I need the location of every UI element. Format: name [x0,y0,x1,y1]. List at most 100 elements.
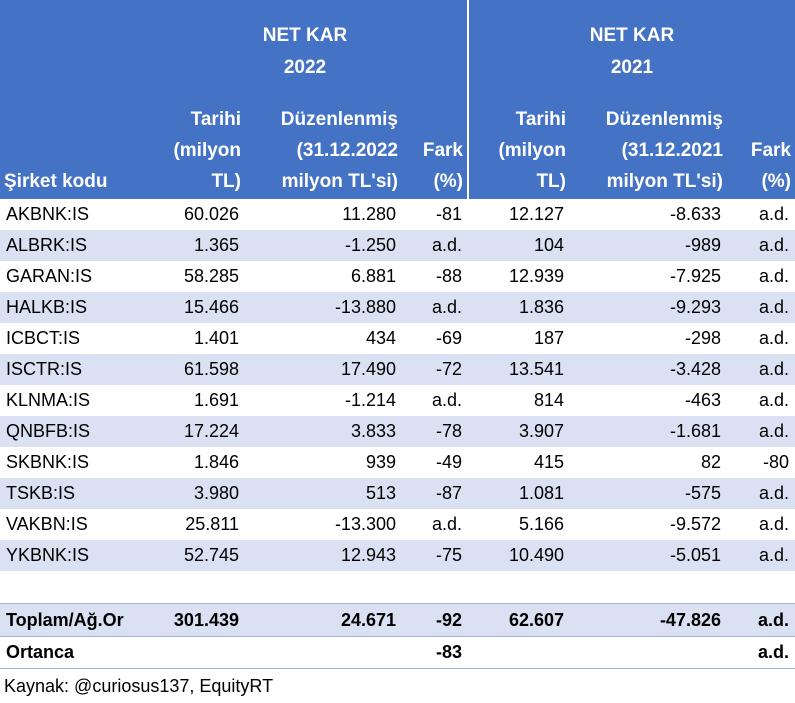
col-diff-2021-header: Fark (%) [727,104,795,199]
col-diff-2022-l1: Fark [422,140,463,161]
col-company-header: Şirket kodu [0,104,143,199]
col-hist-2022-l2: (milyon [173,140,241,161]
total-row: Toplam/Ağ.Or 301.439 24.671 -92 62.607 -… [0,603,795,637]
company-code-cell: TSKB:IS [0,478,143,509]
adj-2021-cell: -5.051 [570,540,727,571]
adj-2022-cell: -1.250 [245,230,402,261]
adj-2022-cell: -13.300 [245,509,402,540]
table-row: ICBCT:IS 1.401 434 -69 187 -298 a.d. [0,323,795,354]
adj-2022-cell: 513 [245,478,402,509]
col-hist-2022-l1: Tarihi [190,109,241,130]
diff-2021-cell: -80 [727,447,795,478]
diff-2022-cell: a.d. [402,292,468,323]
empty-row [0,571,795,604]
col-adj-2021-header: Düzenlenmiş (31.12.2021 milyon TL'si) [570,104,727,199]
company-code-cell: YKBNK:IS [0,540,143,571]
col-adj-2021-l1: Düzenlenmiş [605,109,723,130]
adj-2022-cell: 6.881 [245,261,402,292]
diff-2022-cell: -69 [402,323,468,354]
adj-2021-cell: -7.925 [570,261,727,292]
diff-2022-cell: a.d. [402,509,468,540]
adj-2022-cell: -13.880 [245,292,402,323]
company-code-cell: ALBRK:IS [0,230,143,261]
total-hist-2021: 62.607 [468,603,570,637]
adj-2021-cell: -3.428 [570,354,727,385]
group-2021-line1: NET KAR [589,25,675,46]
hist-2021-cell: 187 [468,323,570,354]
table-row: SKBNK:IS 1.846 939 -49 415 82 -80 [0,447,795,478]
table-row: YKBNK:IS 52.745 12.943 -75 10.490 -5.051 a.d. [0,540,795,571]
group-2022-line2: 2022 [283,57,327,78]
adj-2022-cell: 939 [245,447,402,478]
median-row: Ortanca -83 a.d. [0,636,795,669]
diff-2022-cell: -75 [402,540,468,571]
col-hist-2022-header: Tarihi (milyon TL) [143,104,245,199]
median-diff-2022: -83 [402,636,468,669]
table-row: AKBNK:IS 60.026 11.280 -81 12.127 -8.633 a.d. [0,199,795,230]
hist-2022-cell: 1.691 [143,385,245,416]
diff-2021-cell: a.d. [727,261,795,292]
hist-2022-cell: 1.365 [143,230,245,261]
net-profit-table: NET KAR 2022 NET KAR 2021 Şirket kodu Ta… [0,0,795,669]
hist-2022-cell: 52.745 [143,540,245,571]
hist-2021-cell: 3.907 [468,416,570,447]
total-adj-2022: 24.671 [245,603,402,637]
table-row: VAKBN:IS 25.811 -13.300 a.d. 5.166 -9.572 a.d. [0,509,795,540]
adj-2021-cell: -463 [570,385,727,416]
company-code-cell: KLNMA:IS [0,385,143,416]
col-diff-2021-l1: Fark [750,140,791,161]
hist-2022-cell: 15.466 [143,292,245,323]
adj-2021-cell: -298 [570,323,727,354]
col-adj-2021-l2: (31.12.2021 [621,140,723,161]
company-code-cell: AKBNK:IS [0,199,143,230]
col-hist-2022-l3: TL) [211,171,241,192]
col-hist-2021-l3: TL) [536,171,566,192]
group-2022-line1: NET KAR [262,25,348,46]
col-diff-2022-l2: (%) [433,171,463,192]
adj-2021-cell: -1.681 [570,416,727,447]
median-diff-2021: a.d. [727,636,795,669]
source-note: Kaynak: @curiosus137, EquityRT [4,676,274,696]
table-row: GARAN:IS 58.285 6.881 -88 12.939 -7.925 a.d. [0,261,795,292]
hist-2022-cell: 3.980 [143,478,245,509]
hist-2021-cell: 1.081 [468,478,570,509]
hist-2021-cell: 415 [468,447,570,478]
hist-2022-cell: 17.224 [143,416,245,447]
company-code-cell: ISCTR:IS [0,354,143,385]
hist-2022-cell: 1.401 [143,323,245,354]
adj-2021-cell: -9.293 [570,292,727,323]
diff-2022-cell: -72 [402,354,468,385]
col-adj-2022-l1: Düzenlenmiş [280,109,398,130]
adj-2021-cell: -8.633 [570,199,727,230]
hist-2021-cell: 104 [468,230,570,261]
company-code-cell: VAKBN:IS [0,509,143,540]
hist-2022-cell: 58.285 [143,261,245,292]
hist-2021-cell: 5.166 [468,509,570,540]
median-label: Ortanca [0,636,143,669]
company-code-cell: GARAN:IS [0,261,143,292]
diff-2022-cell: -88 [402,261,468,292]
col-hist-2021-l2: (milyon [498,140,566,161]
adj-2021-cell: -575 [570,478,727,509]
hist-2021-cell: 10.490 [468,540,570,571]
diff-2021-cell: a.d. [727,416,795,447]
diff-2021-cell: a.d. [727,385,795,416]
total-adj-2021: -47.826 [570,603,727,637]
table-row: KLNMA:IS 1.691 -1.214 a.d. 814 -463 a.d. [0,385,795,416]
diff-2022-cell: -87 [402,478,468,509]
col-hist-2021-l1: Tarihi [515,109,566,130]
diff-2021-cell: a.d. [727,509,795,540]
diff-2022-cell: a.d. [402,230,468,261]
col-company-label: Şirket kodu [4,171,108,192]
company-code-cell: QNBFB:IS [0,416,143,447]
col-adj-2022-l2: (31.12.2022 [296,140,398,161]
adj-2022-cell: 3.833 [245,416,402,447]
diff-2021-cell: a.d. [727,478,795,509]
col-adj-2022-header: Düzenlenmiş (31.12.2022 milyon TL'si) [245,104,402,199]
adj-2022-cell: 434 [245,323,402,354]
diff-2021-cell: a.d. [727,292,795,323]
adj-2022-cell: 12.943 [245,540,402,571]
total-diff-2022: -92 [402,603,468,637]
table-row: QNBFB:IS 17.224 3.833 -78 3.907 -1.681 a.d. [0,416,795,447]
adj-2021-cell: 82 [570,447,727,478]
